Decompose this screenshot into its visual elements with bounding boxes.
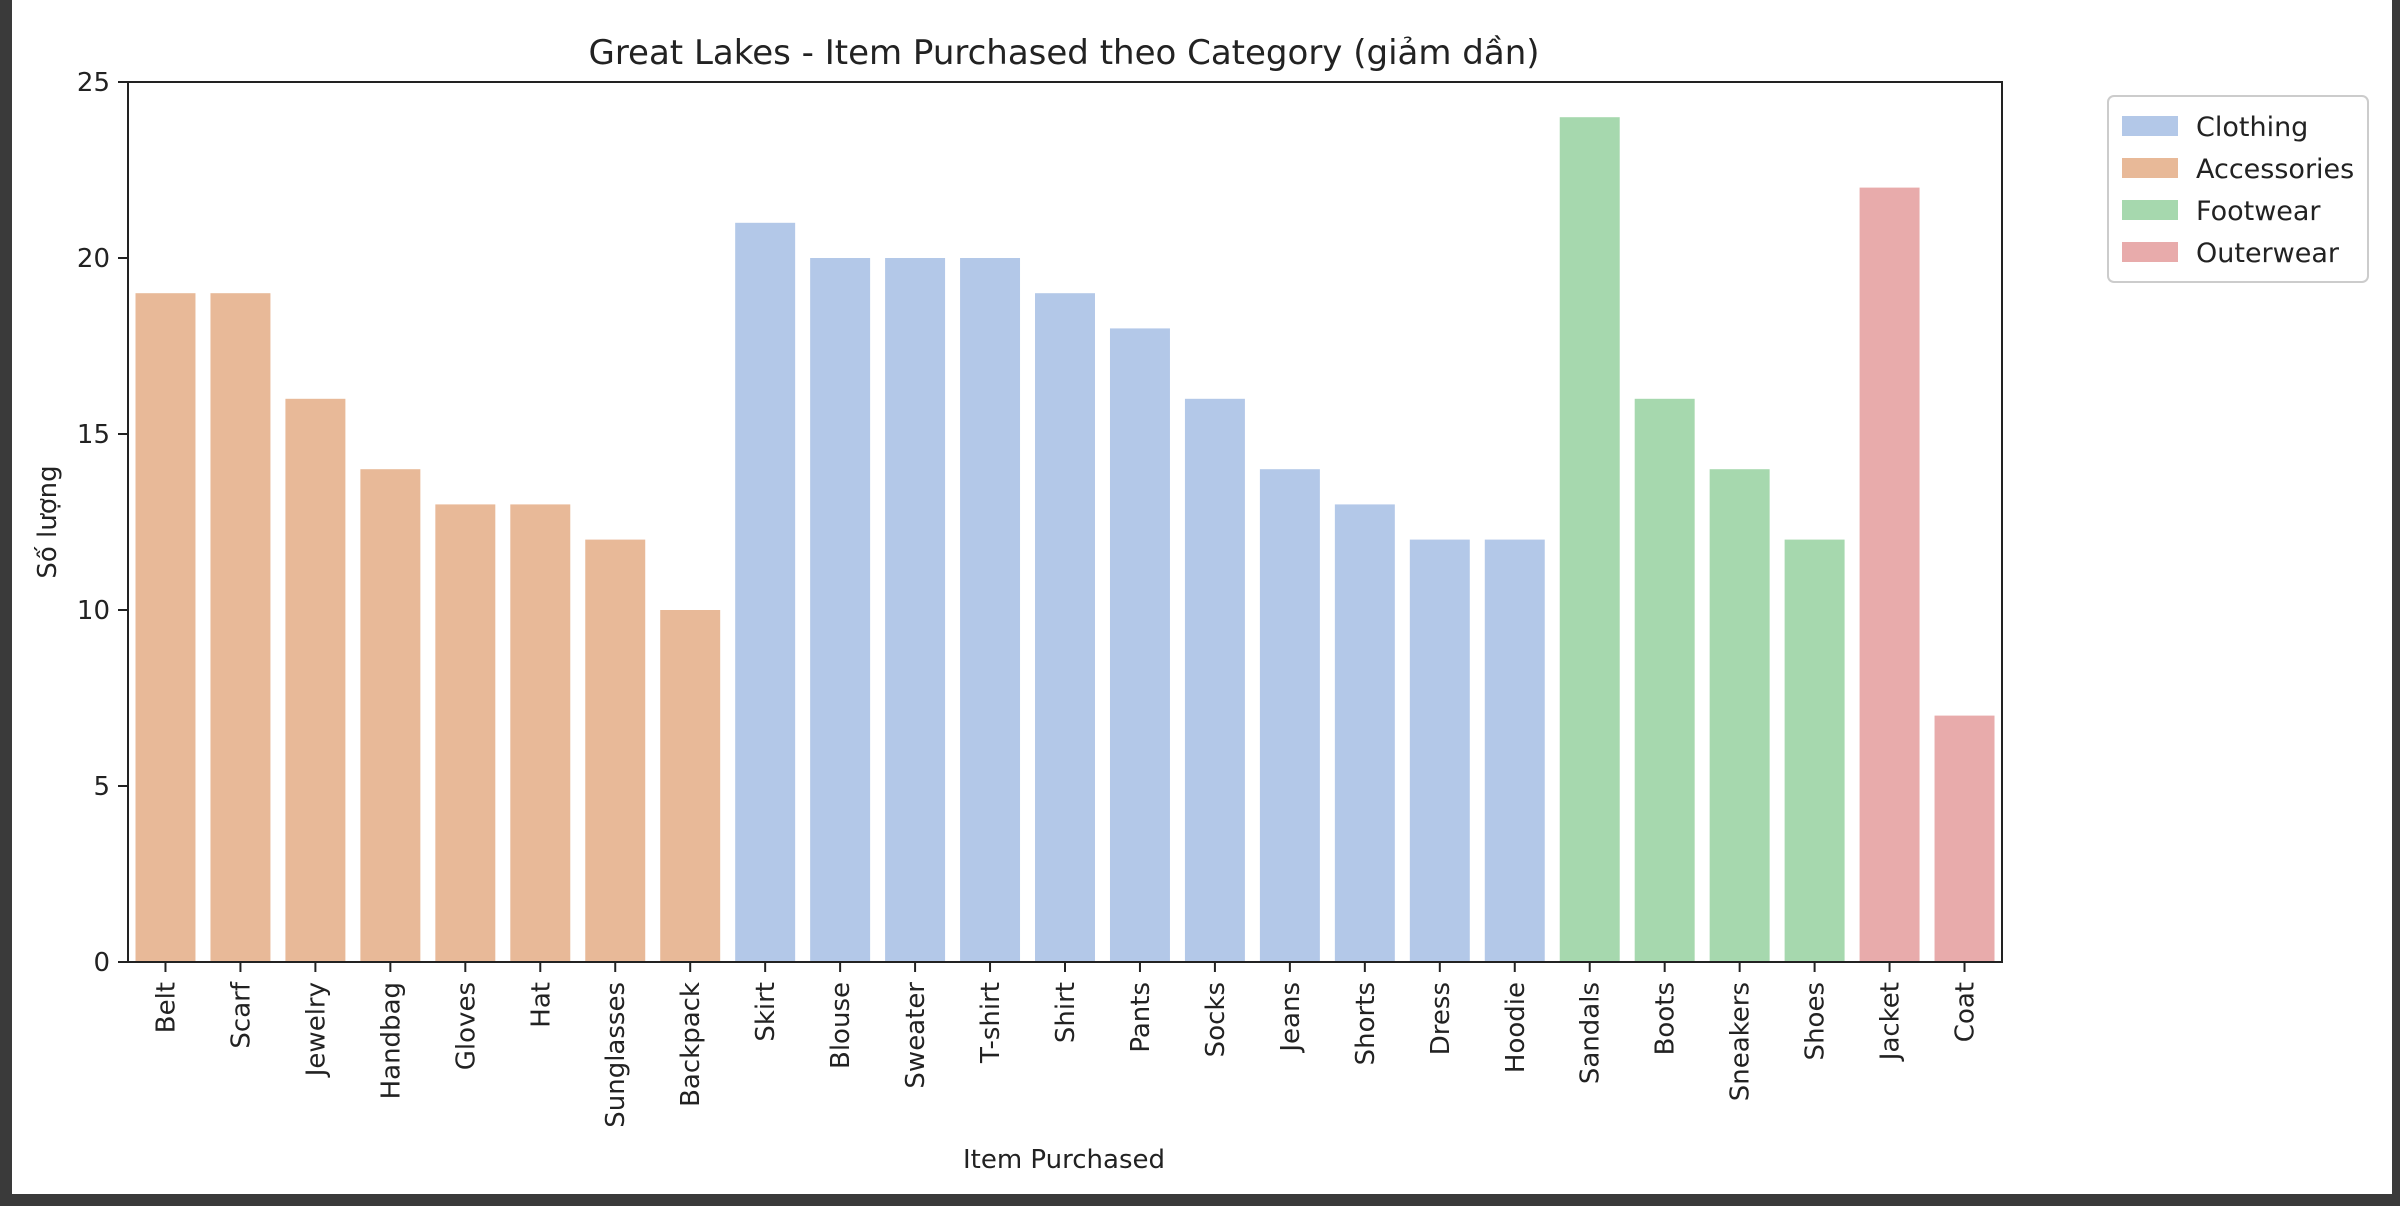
y-tick-label: 10	[77, 596, 110, 626]
x-tick-label: Skirt	[751, 982, 781, 1042]
bar-backpack	[660, 610, 721, 962]
bar-jewelry	[285, 398, 346, 962]
legend-label-footwear: Footwear	[2196, 196, 2321, 227]
x-tick-label: Shoes	[1801, 982, 1831, 1060]
bar-boots	[1634, 398, 1695, 962]
x-tick-label: Sweater	[901, 982, 931, 1089]
bar-pants	[1109, 328, 1170, 962]
y-tick-label: 20	[77, 244, 110, 274]
bar-sunglasses	[585, 539, 646, 962]
x-tick-label: Sneakers	[1726, 982, 1756, 1101]
x-tick-label: Blouse	[826, 982, 856, 1069]
bar-coat	[1934, 715, 1995, 962]
x-tick-label: Jewelry	[301, 982, 331, 1078]
x-tick-label: Hat	[526, 982, 556, 1028]
bar-sandals	[1559, 117, 1620, 962]
x-tick-label: Jeans	[1276, 982, 1306, 1054]
x-tick-label: Handbag	[376, 982, 406, 1099]
bar-skirt	[735, 222, 796, 963]
y-tick-label: 0	[93, 948, 110, 978]
x-tick-label: Socks	[1201, 982, 1231, 1057]
legend-box	[2107, 95, 2369, 283]
x-tick-label: Backpack	[676, 982, 706, 1107]
x-tick-label: Sunglasses	[601, 982, 631, 1128]
x-tick-label: T-shirt	[976, 982, 1006, 1064]
bar-shirt	[1035, 293, 1095, 962]
legend-swatch-clothing	[2122, 116, 2178, 136]
bar-socks	[1184, 398, 1245, 962]
bar-chart: Great Lakes - Item Purchased theo Catego…	[33, 33, 2369, 1175]
legend-label-clothing: Clothing	[2196, 112, 2308, 143]
x-tick-label: Coat	[1951, 982, 1981, 1042]
y-tick-label: 15	[77, 420, 110, 450]
bar-gloves	[435, 504, 496, 962]
x-tick-label: Pants	[1126, 982, 1156, 1053]
x-tick-label: Jacket	[1876, 982, 1906, 1062]
x-tick-label: Scarf	[226, 981, 256, 1048]
figure-canvas: Great Lakes - Item Purchased theo Catego…	[12, 0, 2392, 1194]
legend-label-accessories: Accessories	[2196, 154, 2354, 185]
bar-sweater	[885, 258, 946, 962]
bar-handbag	[360, 469, 421, 962]
plot-area-border	[127, 81, 2003, 963]
x-tick-label: Gloves	[451, 982, 481, 1070]
bar-dress	[1409, 539, 1470, 962]
x-tick-label: Hoodie	[1501, 982, 1531, 1073]
y-tick-label: 25	[77, 68, 110, 98]
bar-hoodie	[1484, 539, 1545, 962]
bar-blouse	[810, 258, 871, 962]
bar-hat	[510, 504, 571, 962]
x-tick-label: Shorts	[1351, 982, 1381, 1065]
legend-swatch-outerwear	[2122, 242, 2178, 262]
x-axis-label: Item Purchased	[963, 1145, 1165, 1175]
x-tick-label: Dress	[1426, 982, 1456, 1055]
x-tick-label: Boots	[1651, 982, 1681, 1055]
x-tick-label: Belt	[151, 982, 181, 1033]
bar-t-shirt	[960, 258, 1021, 962]
legend-swatch-footwear	[2122, 200, 2178, 220]
chart-title: Great Lakes - Item Purchased theo Catego…	[588, 33, 1539, 73]
y-tick-label: 5	[93, 772, 110, 802]
bar-jacket	[1859, 187, 1920, 963]
bar-jeans	[1259, 469, 1320, 962]
bar-sneakers	[1709, 469, 1770, 962]
bar-scarf	[210, 293, 271, 962]
bar-shorts	[1334, 504, 1395, 962]
x-tick-label: Shirt	[1051, 982, 1081, 1043]
legend-label-outerwear: Outerwear	[2196, 238, 2340, 269]
bar-belt	[135, 293, 196, 962]
y-axis-label: Số lượng	[33, 465, 63, 578]
legend-swatch-accessories	[2122, 158, 2178, 178]
legend: Clothing Accessories Footwear Outerwear	[2107, 95, 2369, 283]
bar-shoes	[1784, 539, 1845, 962]
x-tick-label: Sandals	[1576, 982, 1606, 1084]
